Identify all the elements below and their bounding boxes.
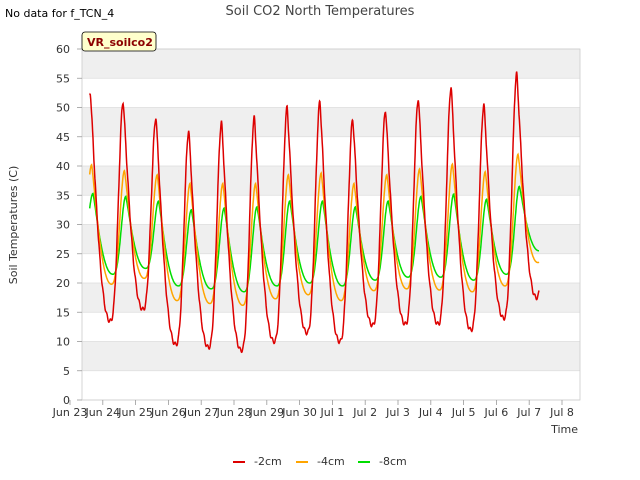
grid-band	[82, 341, 580, 371]
x-tick-label: Jul 1	[320, 406, 345, 419]
x-tick-label: Jun 29	[248, 406, 284, 419]
y-axis: 0 5 10 15 20 25 30 35 40 45 50 55 60	[56, 43, 82, 407]
x-tick-label: Jun 24	[84, 406, 120, 419]
legend-label: -2cm	[254, 455, 282, 468]
legend: -2cm -4cm -8cm	[233, 455, 407, 468]
y-tick-label: 45	[56, 131, 70, 144]
x-tick-label: Jul 8	[549, 406, 574, 419]
grid-band	[82, 49, 580, 79]
x-tick-label: Jun 25	[117, 406, 153, 419]
grid-band	[82, 195, 580, 225]
y-tick-label: 50	[56, 102, 70, 115]
x-tick-label: Jul 3	[385, 406, 410, 419]
grid-band	[82, 107, 580, 137]
y-tick-label: 15	[56, 306, 70, 319]
x-tick-label: Jul 4	[418, 406, 443, 419]
station-badge: VR_soilco2	[81, 31, 157, 52]
legend-label: -8cm	[379, 455, 407, 468]
series-line-minus-2cm	[89, 71, 540, 354]
x-tick-label: Jul 7	[516, 406, 541, 419]
y-tick-label: 55	[56, 72, 70, 85]
y-tick-label: 35	[56, 189, 70, 202]
x-tick-label: Jul 6	[484, 406, 509, 419]
chart-title: Soil CO2 North Temperatures	[226, 4, 415, 19]
x-tick-label: Jul 2	[352, 406, 377, 419]
x-tick-label: Jul 5	[451, 406, 476, 419]
x-axis-label: Time	[550, 423, 578, 436]
x-tick-label: Jun 28	[216, 406, 252, 419]
grid-band	[82, 166, 580, 196]
x-tick-label: Jun 30	[281, 406, 317, 419]
series-line-minus-4cm	[88, 152, 540, 306]
x-tick-label: Jun 26	[150, 406, 186, 419]
legend-label: -4cm	[317, 455, 345, 468]
y-tick-label: 60	[56, 43, 70, 56]
x-tick-label: Jun 27	[183, 406, 219, 419]
badge-label: VR_soilco2	[87, 36, 153, 49]
y-tick-label: 5	[63, 365, 70, 378]
grid-band	[82, 224, 580, 254]
no-data-notice: No data for f_TCN_4	[5, 7, 114, 20]
grid-band	[82, 78, 580, 108]
x-tick-label: Jun 23	[52, 406, 88, 419]
y-tick-label: 30	[56, 219, 70, 232]
grid-band	[82, 370, 580, 400]
y-tick-label: 40	[56, 160, 70, 173]
y-tick-label: 0	[63, 394, 70, 407]
data-lines	[88, 71, 540, 354]
y-tick-label: 25	[56, 248, 70, 261]
grid-band	[82, 312, 580, 342]
y-tick-label: 10	[56, 336, 70, 349]
grid-band	[82, 136, 580, 166]
y-axis-label: Soil Temperatures (C)	[7, 166, 20, 285]
y-tick-label: 20	[56, 277, 70, 290]
